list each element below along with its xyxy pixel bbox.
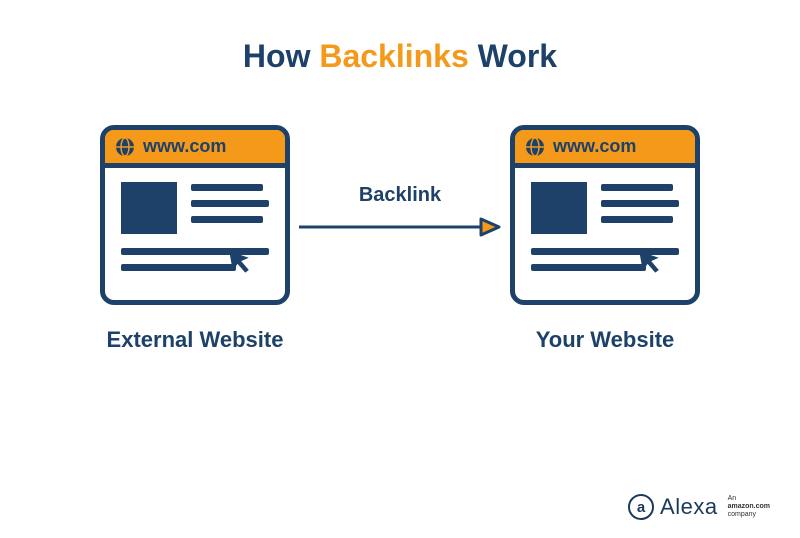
cursor-arrow-icon — [225, 243, 259, 277]
sub-line: amazon.com — [728, 503, 770, 511]
browser-content — [515, 168, 695, 281]
alexa-mark-icon: a — [628, 494, 654, 520]
node-label-external: External Website — [107, 327, 284, 353]
cursor-arrow-icon — [635, 243, 669, 277]
text-line-icon — [601, 184, 673, 191]
sub-line: An — [728, 495, 770, 503]
amazon-subtext: An amazon.com company — [728, 495, 770, 519]
browser-window-icon: www.com — [100, 125, 290, 305]
text-line-icon — [601, 216, 673, 223]
alexa-logo: a Alexa An amazon.com company — [628, 494, 770, 520]
node-label-your: Your Website — [536, 327, 675, 353]
diagram: www.com — [0, 125, 800, 353]
globe-icon — [525, 137, 545, 157]
title-word-2: Backlinks — [319, 38, 468, 74]
alexa-brand-text: Alexa — [660, 494, 718, 520]
text-line-icon — [121, 264, 236, 271]
browser-address-bar: www.com — [515, 130, 695, 168]
arrow-label: Backlink — [359, 184, 441, 207]
text-line-icon — [191, 184, 263, 191]
browser-content — [105, 168, 285, 281]
globe-icon — [115, 137, 135, 157]
text-line-icon — [191, 216, 263, 223]
text-line-icon — [191, 200, 269, 207]
backlink-arrow: Backlink — [290, 184, 510, 239]
page-title: How Backlinks Work — [0, 38, 800, 75]
url-text: www.com — [143, 136, 226, 157]
arrow-icon — [295, 215, 505, 239]
text-line-icon — [601, 200, 679, 207]
node-your-website: www.com — [510, 125, 700, 353]
text-line-icon — [531, 264, 646, 271]
title-word-1: How — [243, 38, 311, 74]
content-block-icon — [121, 182, 177, 234]
content-block-icon — [531, 182, 587, 234]
url-text: www.com — [553, 136, 636, 157]
sub-line: company — [728, 511, 770, 519]
browser-address-bar: www.com — [105, 130, 285, 168]
browser-window-icon: www.com — [510, 125, 700, 305]
node-external-website: www.com — [100, 125, 290, 353]
title-word-3: Work — [478, 38, 557, 74]
